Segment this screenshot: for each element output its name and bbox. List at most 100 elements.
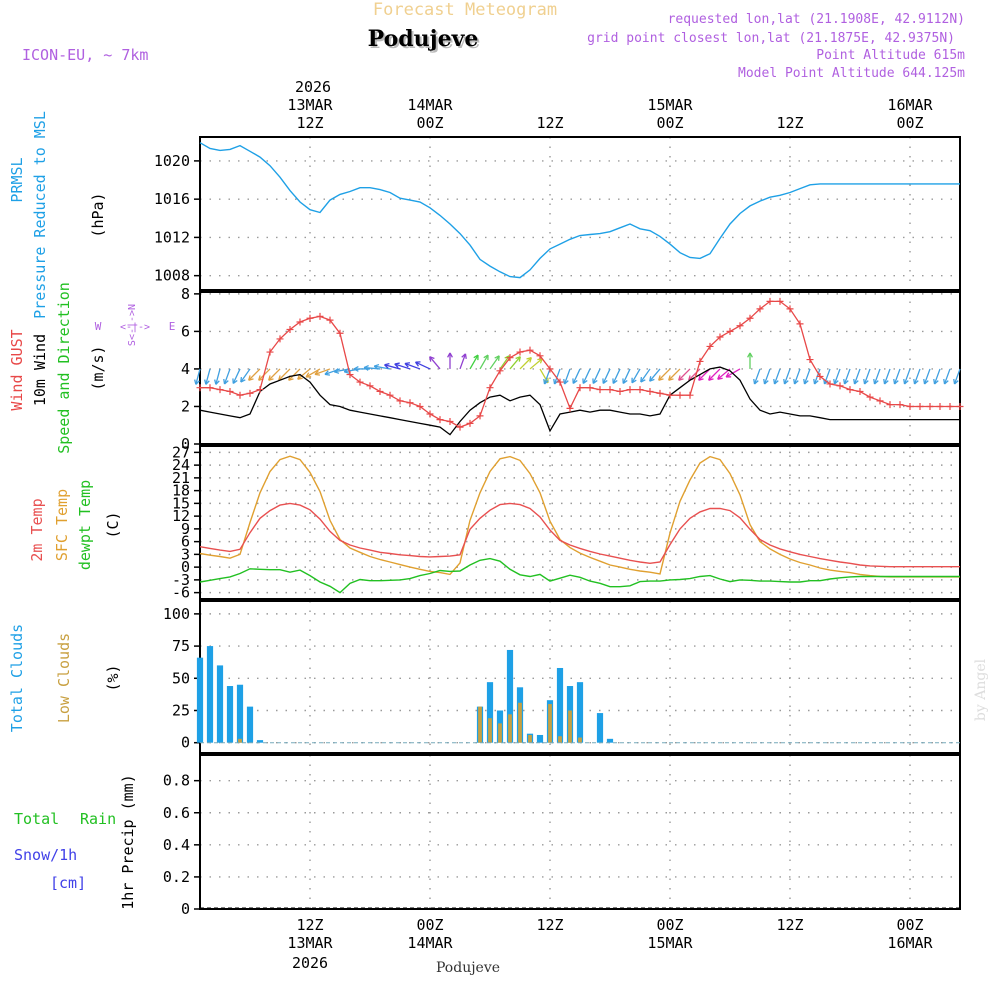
wind-direction-arrow bbox=[853, 368, 861, 385]
top-date-label: 15MAR bbox=[647, 96, 693, 114]
wind-direction-arrow bbox=[429, 356, 441, 370]
wind-direction-arrow bbox=[384, 362, 401, 370]
gust-point-marker bbox=[456, 423, 464, 431]
gust-point-marker bbox=[816, 372, 824, 380]
gust-point-marker bbox=[306, 314, 314, 322]
gust-point-marker bbox=[496, 367, 504, 375]
temp-tick-label: 15 bbox=[172, 494, 190, 512]
total-cloud-bar bbox=[506, 649, 514, 743]
low-cloud-bar bbox=[508, 714, 512, 743]
gust-point-marker bbox=[576, 384, 584, 392]
gust-point-marker bbox=[836, 382, 844, 390]
wind-direction-arrow bbox=[553, 368, 561, 385]
wind-tick-label: 0 bbox=[181, 435, 190, 453]
gust-point-marker bbox=[246, 389, 254, 397]
wind-gust-label: Wind GUST bbox=[8, 329, 26, 410]
pressure-label-prmsl: PRMSL bbox=[8, 157, 26, 202]
wind-unit: (m/s) bbox=[89, 345, 107, 390]
precip-rain-label: Rain bbox=[80, 810, 116, 828]
top-hour-label: 00Z bbox=[656, 114, 683, 132]
bottom-hour-label: 12Z bbox=[536, 916, 563, 934]
wind-tick-label: 8 bbox=[181, 285, 190, 303]
gust-point-marker bbox=[296, 318, 304, 326]
model-altitude: Model Point Altitude 644.125m bbox=[738, 66, 965, 81]
low-cloud-bar bbox=[528, 734, 532, 743]
compass-w: W bbox=[95, 320, 102, 333]
low-cloud-bar bbox=[518, 702, 522, 743]
wind-direction-arrow bbox=[903, 368, 911, 385]
low-cloud-bar bbox=[578, 737, 582, 743]
clouds-tick-label: 50 bbox=[172, 669, 190, 687]
compass-ns-arrow: S<-|->N bbox=[127, 304, 138, 346]
gust-point-marker bbox=[436, 416, 444, 424]
precip-tick-label: 0.2 bbox=[163, 868, 190, 886]
gust-point-marker bbox=[956, 402, 964, 410]
gust-point-marker bbox=[746, 314, 754, 322]
wind-direction-arrow bbox=[649, 368, 661, 382]
gust-point-marker bbox=[666, 391, 674, 399]
wind-direction-arrow bbox=[194, 368, 201, 385]
pressure-unit: (hPa) bbox=[89, 192, 107, 237]
location-title: Podujeve bbox=[368, 26, 479, 52]
temp-tick-label: 24 bbox=[172, 456, 190, 474]
model-label: ICON-EU, ~ 7km bbox=[22, 46, 148, 64]
gust-point-marker bbox=[256, 386, 264, 394]
temp-tick-label: -6 bbox=[172, 584, 190, 602]
total-cloud-bar bbox=[196, 657, 204, 743]
wind-direction-arrow bbox=[873, 368, 881, 385]
gust-point-marker bbox=[536, 352, 544, 360]
gust-point-marker bbox=[406, 399, 414, 407]
total-cloud-bar bbox=[606, 738, 614, 743]
gust-point-marker bbox=[376, 387, 384, 395]
gust-point-marker bbox=[906, 402, 914, 410]
clouds-tick-label: 100 bbox=[163, 605, 190, 623]
gust-point-marker bbox=[506, 354, 514, 362]
wind-direction-arrow bbox=[519, 357, 532, 370]
wind-direction-arrow bbox=[883, 368, 891, 385]
wind-direction-arrow bbox=[529, 358, 543, 370]
pressure-tick-label: 1012 bbox=[154, 228, 190, 246]
gust-point-marker bbox=[276, 335, 284, 343]
low-cloud-bar bbox=[568, 710, 572, 743]
temp-unit: (C) bbox=[104, 511, 122, 538]
bottom-hour-label: 00Z bbox=[416, 916, 443, 934]
wind-direction-arrow bbox=[668, 368, 681, 381]
temp-tick-label: 21 bbox=[172, 469, 190, 487]
wind-10m-label: 10m Wind bbox=[31, 334, 49, 406]
low-cloud-bar bbox=[548, 704, 552, 743]
gust-point-marker bbox=[336, 329, 344, 337]
precip-tick-label: 0 bbox=[181, 900, 190, 918]
gust-point-marker bbox=[856, 387, 864, 395]
gust-point-marker bbox=[606, 386, 614, 394]
gust-point-marker bbox=[876, 397, 884, 405]
bottom-date-label: 13MAR bbox=[287, 934, 333, 952]
wind-direction-arrow bbox=[893, 368, 901, 385]
wind-direction-arrow bbox=[622, 368, 631, 384]
gust-point-marker bbox=[626, 386, 634, 394]
wind-direction-arrow bbox=[394, 362, 411, 370]
temp-tick-label: 9 bbox=[181, 520, 190, 538]
gust-point-marker bbox=[206, 384, 214, 392]
bottom-date-label: 16MAR bbox=[887, 934, 933, 952]
temp-tick-label: 12 bbox=[172, 507, 190, 525]
gust-point-marker bbox=[796, 320, 804, 328]
wind-speed-series bbox=[199, 366, 960, 436]
wind-direction-arrow bbox=[913, 368, 921, 385]
pressure-panel: 1008 1012 1016 1020 bbox=[154, 136, 961, 291]
wind-direction-arrow bbox=[753, 368, 761, 385]
gust-point-marker bbox=[766, 297, 774, 305]
wind-tick-label: 4 bbox=[181, 360, 190, 378]
clouds-panel: 0 25 50 75 100 bbox=[163, 600, 961, 754]
total-cloud-bar bbox=[206, 646, 214, 743]
wind-direction-arrow bbox=[658, 368, 671, 381]
gust-point-marker bbox=[636, 386, 644, 394]
gust-point-marker bbox=[706, 342, 714, 350]
clouds-tick-label: 0 bbox=[181, 734, 190, 752]
watermark: by Angel bbox=[973, 658, 989, 721]
gust-point-marker bbox=[656, 389, 664, 397]
gust-point-marker bbox=[546, 365, 554, 373]
precip-snow-label: Snow/1h bbox=[14, 846, 77, 864]
bottom-hour-label: 00Z bbox=[656, 916, 683, 934]
